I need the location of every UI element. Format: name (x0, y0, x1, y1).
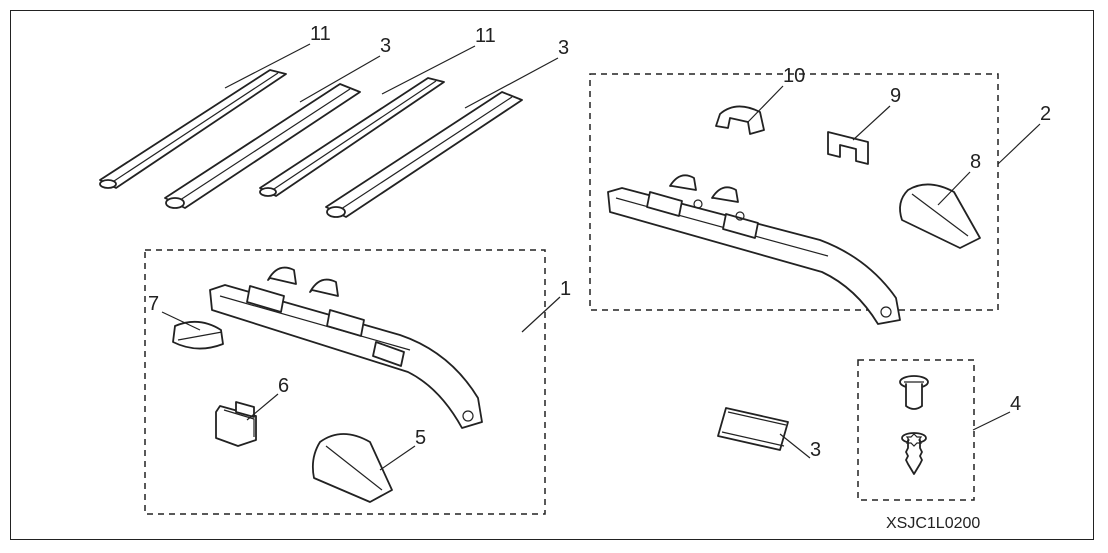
part-5-end-cover (313, 434, 392, 502)
part-4-screw (902, 433, 926, 474)
callout-7: 7 (148, 293, 159, 315)
diagram-code: XSJC1L0200 (886, 515, 980, 532)
callout-3: 3 (810, 439, 821, 461)
rack-assembly-2 (608, 175, 900, 324)
callout-3: 3 (558, 37, 569, 59)
part-4-bolt (900, 376, 928, 409)
callout-6: 6 (278, 375, 289, 397)
rail-11-a (100, 70, 286, 188)
callout-3: 3 (380, 35, 391, 57)
callout-10: 10 (783, 65, 805, 87)
callout-4: 4 (1010, 393, 1021, 415)
part-8-end-cover (900, 184, 980, 248)
rail-3-b (326, 92, 522, 217)
part-10-clip (716, 106, 764, 134)
callout-5: 5 (415, 427, 426, 449)
callout-11: 11 (475, 25, 496, 47)
callout-8: 8 (970, 151, 981, 173)
parts-diagram: 11 3 11 3 10 9 2 8 7 1 6 5 3 4 XSJC1L020… (10, 10, 1094, 540)
callout-2: 2 (1040, 103, 1051, 125)
part-6-bracket (216, 402, 256, 446)
part-7-cap (173, 322, 223, 349)
part-9-clip (828, 132, 868, 164)
callout-1: 1 (560, 278, 571, 300)
part-3-booklet (718, 408, 788, 450)
callout-11: 11 (310, 23, 331, 45)
callout-9: 9 (890, 85, 901, 107)
rack-assembly-1 (210, 268, 482, 428)
